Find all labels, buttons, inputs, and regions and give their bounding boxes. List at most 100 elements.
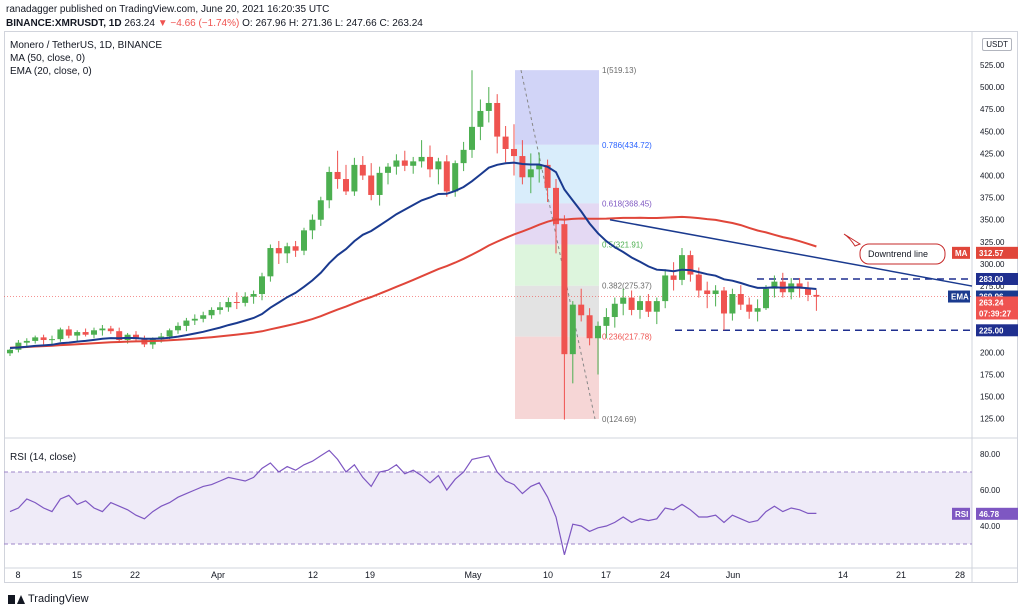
candle-body (267, 248, 274, 277)
candle-body (443, 161, 450, 192)
candle-body (653, 301, 660, 312)
fib-level-label: 0.618(368.45) (602, 199, 652, 208)
candle-body (620, 297, 627, 304)
symbol-name: BINANCE:XMRUSDT, 1D (6, 18, 122, 29)
candle-body (712, 290, 719, 295)
countdown-tag: 07:39:27 (979, 309, 1012, 318)
fib-zone (515, 336, 599, 420)
price-tick-label: 400.00 (980, 172, 1005, 181)
publish-info: ranadagger published on TradingView.com,… (6, 4, 330, 15)
candle-body (217, 307, 223, 310)
candle-body (393, 160, 400, 167)
candle-body (208, 309, 215, 316)
time-tick-label: 12 (308, 570, 318, 580)
candle-body (628, 297, 635, 310)
candle-body (611, 303, 618, 318)
candle-body (317, 200, 324, 220)
rsi-legend: RSI (14, close) (10, 452, 77, 463)
candle-body (309, 219, 316, 231)
candle-body (813, 294, 820, 297)
candle-body (763, 288, 769, 309)
candle-body (578, 304, 585, 316)
candle-body (233, 301, 240, 303)
price-tick-label: 425.00 (980, 149, 1005, 158)
time-tick-label: 19 (365, 570, 375, 580)
rsi-axis-tag-bg (952, 507, 970, 520)
candle-body (410, 161, 417, 166)
candle-body (40, 337, 47, 341)
candle-body (662, 275, 669, 302)
price-tick-label: 150.00 (980, 393, 1005, 402)
ma-axis-value-bg (976, 246, 1018, 259)
candle-body (536, 164, 543, 170)
currency-button[interactable]: USDT (982, 38, 1012, 51)
time-tick-label: 22 (130, 570, 140, 580)
candle-body (250, 294, 257, 297)
callout-bubble (859, 243, 946, 265)
candle-body (502, 136, 509, 149)
candle-body (704, 290, 711, 295)
candle-body (82, 332, 89, 335)
candle-body (292, 246, 299, 251)
callout-text: Downtrend line (868, 249, 928, 259)
candle-body (670, 275, 677, 280)
time-tick-label: Jun (726, 570, 741, 580)
candle-body (494, 102, 501, 137)
ma-axis-tag-bg (952, 246, 970, 259)
price-tick-label: 200.00 (980, 348, 1005, 357)
level-283-tag-bg (976, 272, 1018, 285)
last-price: 263.24 (124, 18, 155, 29)
price-tick-label: 350.00 (980, 216, 1005, 225)
candle-body (7, 349, 13, 354)
ema-axis-tag: EMA (951, 293, 969, 302)
time-tick-label: 14 (838, 570, 848, 580)
candle-body (107, 328, 114, 332)
candle-body (99, 328, 106, 331)
countdown-tag-bg (976, 307, 1018, 320)
rsi-axis-value-bg (976, 507, 1018, 520)
chart-title: Monero / TetherUS, 1D, BINANCE (10, 40, 163, 51)
candle-body (49, 339, 55, 341)
candle-body (586, 315, 593, 339)
candle-body (116, 331, 123, 341)
candle-body (175, 325, 181, 331)
level-225-tag-bg (976, 324, 1018, 337)
fib-level-label: 0.236(217.78) (602, 333, 652, 342)
ema-legend: EMA (20, close, 0) (10, 66, 92, 77)
price-tick-label: 500.00 (980, 83, 1005, 92)
candle-body (796, 283, 803, 289)
candle-body (729, 294, 736, 314)
rsi-tick-label: 60.00 (980, 486, 1001, 495)
fib-zone (515, 244, 599, 286)
ema-20-line (9, 161, 817, 349)
time-tick-label: 8 (15, 570, 20, 580)
time-tick-label: 28 (955, 570, 965, 580)
price-tick-label: 525.00 (980, 61, 1005, 70)
candle-body (544, 164, 551, 188)
candle-body (695, 274, 702, 291)
candle-body (687, 255, 694, 275)
rsi-axis-value: 46.78 (979, 510, 1000, 519)
fib-level-label: 0.382(275.37) (602, 282, 652, 291)
candle-body (200, 315, 207, 319)
time-tick-label: 10 (543, 570, 553, 580)
candle-body (166, 330, 173, 337)
candle-body (427, 156, 433, 170)
candle-body (133, 334, 139, 340)
candle-body (301, 230, 307, 251)
rsi-tick-label: 80.00 (980, 450, 1001, 459)
price-tick-label: 275.00 (980, 282, 1005, 291)
candle-body (376, 172, 383, 195)
fib-level-label: 1(519.13) (602, 66, 637, 75)
candle-body (242, 296, 249, 303)
downtrend-line (609, 218, 973, 287)
candle-body (511, 148, 517, 157)
candle-body (561, 224, 568, 355)
tradingview-logo-icon (8, 594, 25, 604)
ohlc-values: O: 267.96 H: 271.36 L: 247.66 C: 263.24 (242, 18, 423, 29)
candle-body (225, 301, 232, 308)
candle-body (645, 301, 652, 312)
candle-body (91, 330, 97, 335)
time-tick-label: May (464, 570, 482, 580)
